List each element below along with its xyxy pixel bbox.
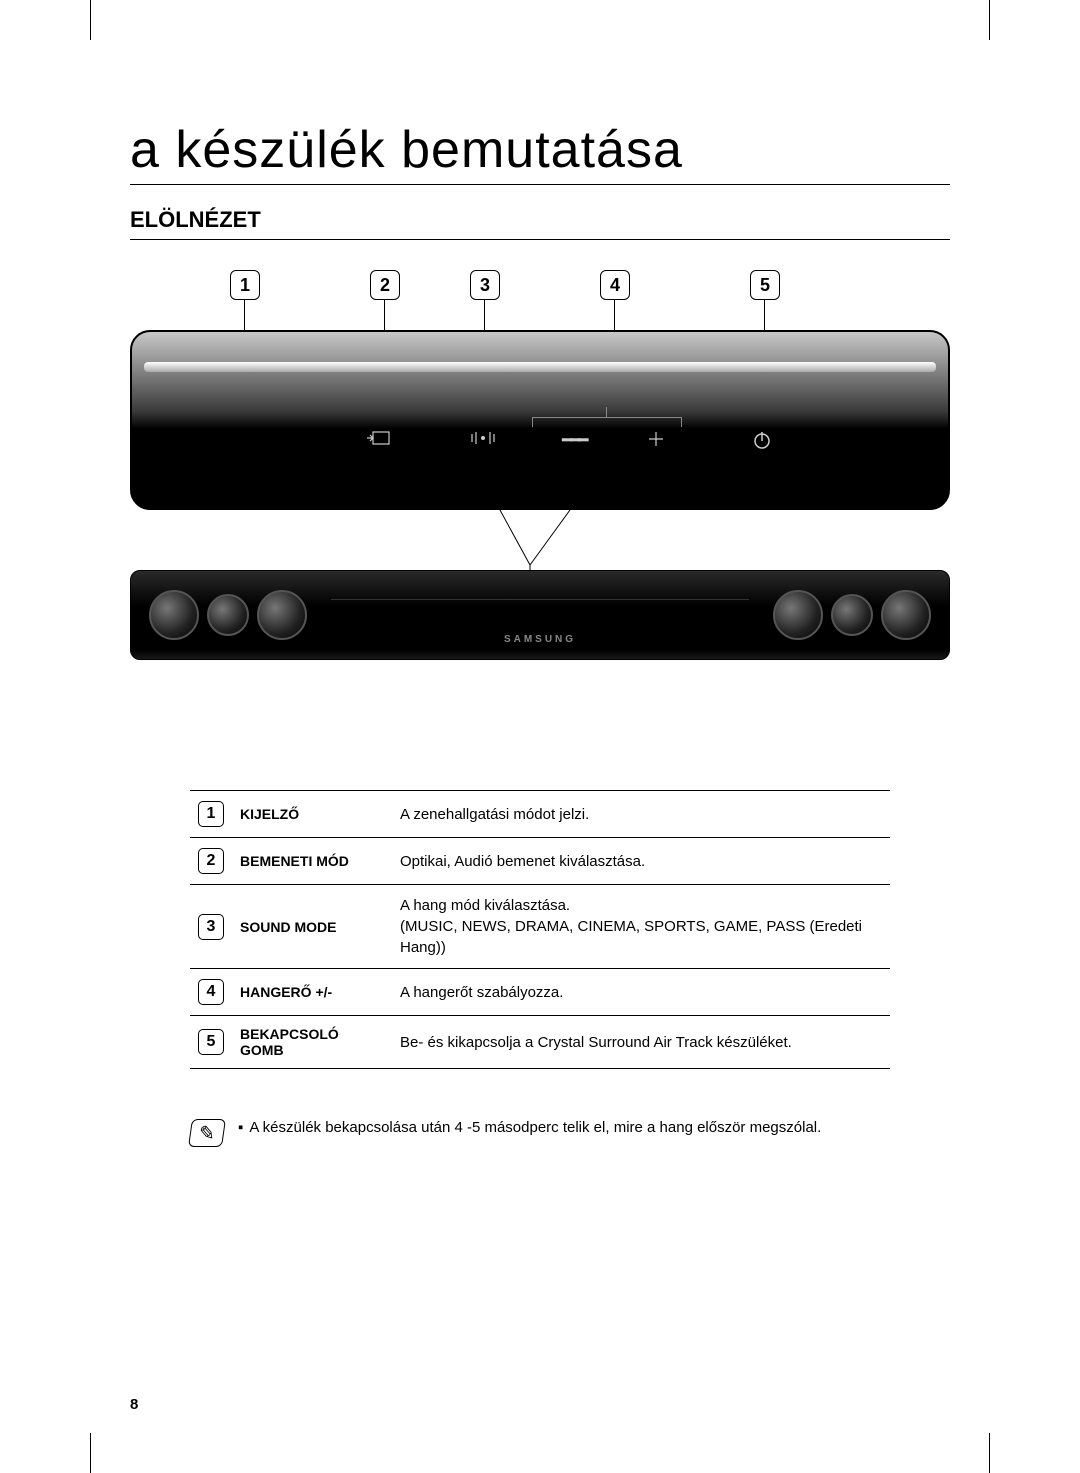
row-number: 3 [198, 914, 224, 940]
volume-bracket [532, 417, 682, 427]
soundbar-seam [331, 599, 749, 600]
front-view-diagram: 1 2 3 4 5 ━━━ [130, 270, 950, 660]
controls-table: 1 KIJELZŐ A zenehallgatási módot jelzi. … [190, 790, 890, 1069]
row-desc: A zenehallgatási módot jelzi. [392, 791, 890, 838]
brand-logo: SAMSUNG [504, 634, 576, 645]
callout-label: 5 [760, 275, 770, 296]
row-label: BEKAPCSOLÓ GOMB [232, 1016, 392, 1069]
speaker-driver [257, 590, 307, 640]
callout-4: 4 [600, 270, 630, 300]
row-label: SOUND MODE [232, 885, 392, 969]
callout-row: 1 2 3 4 5 [130, 270, 950, 330]
row-number: 1 [198, 801, 224, 827]
callout-label: 4 [610, 275, 620, 296]
callout-label: 2 [380, 275, 390, 296]
speaker-driver [881, 590, 931, 640]
soundbar-front: SAMSUNG [130, 570, 950, 660]
table-row: 4 HANGERŐ +/- A hangerőt szabályozza. [190, 969, 890, 1016]
speaker-driver [831, 594, 873, 636]
footnote: ✎ ▪ A készülék bekapcsolása után 4 -5 más… [190, 1119, 890, 1147]
row-desc: A hangerőt szabályozza. [392, 969, 890, 1016]
speaker-driver [207, 594, 249, 636]
input-mode-icon [367, 430, 391, 451]
callout-1: 1 [230, 270, 260, 300]
callout-label: 3 [480, 275, 490, 296]
volume-bracket-tick [606, 407, 607, 417]
volume-plus-icon [647, 430, 665, 453]
callout-label: 1 [240, 275, 250, 296]
bullet: ▪ [238, 1119, 243, 1136]
sound-mode-icon [470, 430, 496, 451]
table-row: 5 BEKAPCSOLÓ GOMB Be- és kikapcsolja a C… [190, 1016, 890, 1069]
control-panel-closeup: ━━━ [130, 330, 950, 510]
pencil-note-icon: ✎ [188, 1119, 226, 1147]
panel-highlight [144, 362, 936, 372]
table-row: 2 BEMENETI MÓD Optikai, Audió bemenet ki… [190, 838, 890, 885]
row-desc: Be- és kikapcsolja a Crystal Surround Ai… [392, 1016, 890, 1069]
page-number: 8 [130, 1396, 138, 1413]
row-number: 4 [198, 979, 224, 1005]
crop-mark [90, 0, 91, 40]
row-number: 2 [198, 848, 224, 874]
row-label: HANGERŐ +/- [232, 969, 392, 1016]
crop-mark [989, 0, 990, 40]
row-label: BEMENETI MÓD [232, 838, 392, 885]
table-row: 3 SOUND MODE A hang mód kiválasztása. (M… [190, 885, 890, 969]
speaker-driver [149, 590, 199, 640]
callout-3: 3 [470, 270, 500, 300]
row-label: KIJELZŐ [232, 791, 392, 838]
row-desc: Optikai, Audió bemenet kiválasztása. [392, 838, 890, 885]
footnote-text: ▪ A készülék bekapcsolása után 4 -5 másod… [238, 1119, 821, 1136]
speaker-driver [773, 590, 823, 640]
power-icon [752, 430, 772, 455]
crop-mark [989, 1433, 990, 1473]
page-content: a készülék bemutatása ELÖLNÉZET 1 2 3 4 … [0, 0, 1080, 1207]
section-heading: ELÖLNÉZET [130, 207, 950, 240]
page-title: a készülék bemutatása [130, 120, 950, 185]
row-desc: A hang mód kiválasztása. (MUSIC, NEWS, D… [392, 885, 890, 969]
crop-mark [90, 1433, 91, 1473]
converge-lines [130, 510, 950, 570]
table-row: 1 KIJELZŐ A zenehallgatási módot jelzi. [190, 791, 890, 838]
leader-to-soundbar [130, 510, 950, 570]
row-number: 5 [198, 1029, 224, 1055]
callout-5: 5 [750, 270, 780, 300]
footnote-body: A készülék bekapcsolása után 4 -5 másodp… [249, 1119, 821, 1136]
callout-2: 2 [370, 270, 400, 300]
volume-minus-icon: ━━━ [562, 430, 586, 451]
